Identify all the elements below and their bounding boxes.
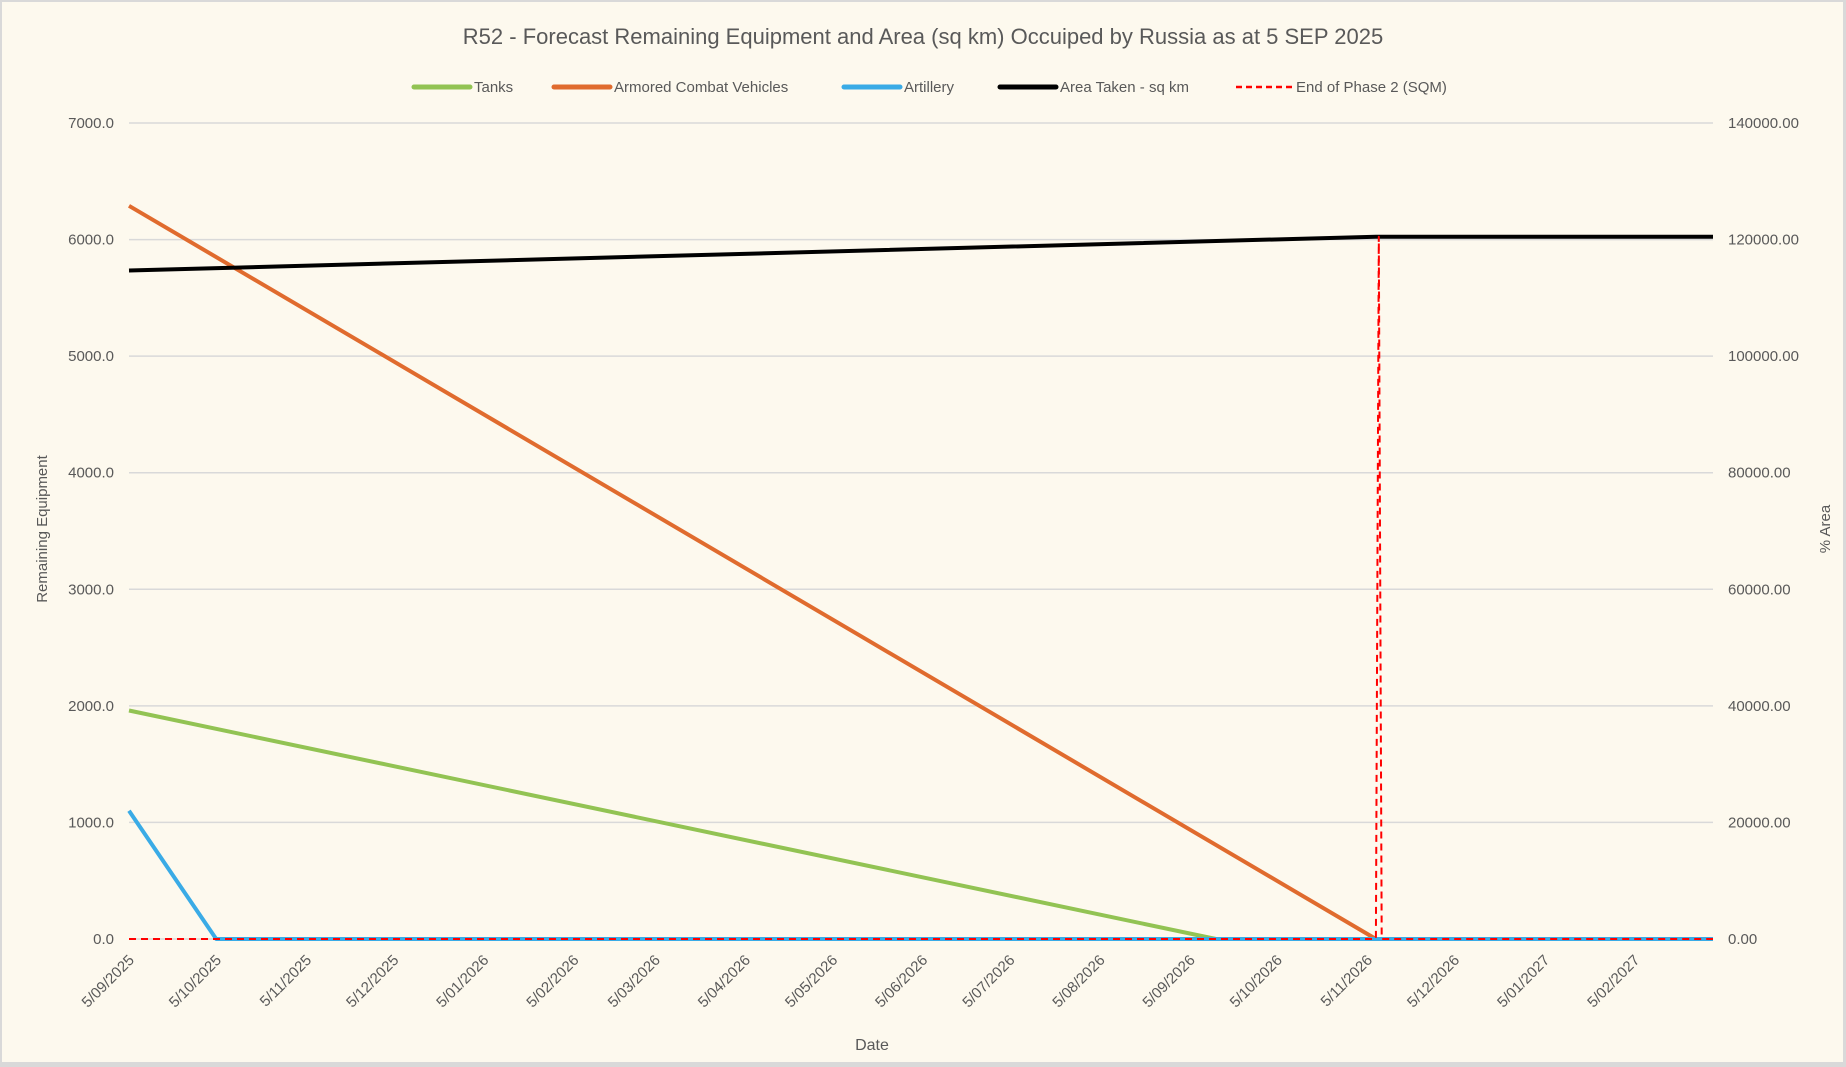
y-tick-label: 6000.0: [68, 232, 114, 249]
x-tick-label: 5/08/2026: [1049, 952, 1108, 1011]
x-tick-label: 5/11/2026: [1318, 952, 1376, 1010]
y-tick-label: 3000.0: [68, 581, 114, 598]
x-tick-label: 5/12/2026: [1404, 952, 1463, 1011]
y-tick-label: 1000.0: [68, 814, 114, 831]
x-tick-label: 5/09/2025: [79, 952, 138, 1011]
x-tick-label: 5/01/2027: [1494, 952, 1553, 1011]
x-tick-label: 5/11/2025: [257, 952, 315, 1010]
legend-label: Tanks: [474, 79, 513, 96]
chart-title: R52 - Forecast Remaining Equipment and A…: [463, 24, 1383, 49]
y2-tick-label: 60000.00: [1728, 581, 1791, 598]
series-line-tanks: [128, 708, 1713, 941]
x-tick-label: 5/07/2026: [959, 952, 1018, 1011]
x-tick-label: 5/02/2027: [1584, 952, 1643, 1011]
y2-tick-label: 100000.00: [1728, 348, 1799, 365]
x-tick-label: 5/05/2026: [782, 952, 841, 1011]
series-line-armored-combat-vehicles: [127, 204, 1713, 941]
y2-tick-label: 0.00: [1728, 931, 1757, 948]
series-line-area-taken-sq-km: [128, 234, 1713, 273]
y-axis-right: 0.00 20000.00 40000.00 60000.00 80000.00 1000…: [1728, 115, 1799, 948]
y2-tick-label: 80000.00: [1728, 465, 1791, 482]
y2-tick-label: 20000.00: [1728, 814, 1791, 831]
x-tick-label: 5/09/2026: [1139, 952, 1198, 1011]
series-lines: [127, 204, 1713, 941]
y-tick-label: 5000.0: [68, 348, 114, 365]
series-line-artillery: [127, 809, 1713, 941]
y2-axis-label: % Area: [1817, 504, 1834, 553]
x-axis-label: Date: [855, 1037, 889, 1054]
legend-label: Armored Combat Vehicles: [614, 79, 788, 96]
x-tick-label: 5/10/2026: [1227, 952, 1286, 1011]
x-tick-label: 5/10/2025: [166, 952, 225, 1011]
x-tick-label: 5/02/2026: [523, 952, 582, 1011]
series-line-end-of-phase-2-sqm-: [129, 235, 1713, 940]
x-tick-label: 5/03/2026: [605, 952, 664, 1011]
y-tick-label: 4000.0: [68, 465, 114, 482]
x-axis: 5/09/2025 5/10/2025 5/11/2025 5/12/2025 5/01…: [79, 952, 1644, 1011]
y2-tick-label: 40000.00: [1728, 698, 1791, 715]
legend-label: Artillery: [904, 79, 955, 96]
y-tick-label: 7000.0: [68, 115, 114, 132]
y2-tick-label: 120000.00: [1728, 232, 1799, 249]
x-tick-label: 5/12/2025: [343, 952, 402, 1011]
x-tick-label: 5/06/2026: [872, 952, 931, 1011]
gridlines: [129, 122, 1713, 940]
y-axis-label: Remaining Equipment: [34, 454, 51, 602]
legend-label: End of Phase 2 (SQM): [1296, 79, 1447, 96]
y-tick-label: 0.0: [93, 931, 114, 948]
y-tick-label: 2000.0: [68, 698, 114, 715]
x-tick-label: 5/01/2026: [433, 952, 492, 1011]
legend: Tanks Armored Combat Vehicles Artillery Are…: [411, 79, 1447, 96]
y-axis-left: 0.0 1000.0 2000.0 3000.0 4000.0 5000.0 6000.0 7…: [68, 115, 114, 948]
legend-label: Area Taken - sq km: [1060, 79, 1189, 96]
x-tick-label: 5/04/2026: [695, 952, 754, 1011]
y2-tick-label: 140000.00: [1728, 115, 1799, 132]
